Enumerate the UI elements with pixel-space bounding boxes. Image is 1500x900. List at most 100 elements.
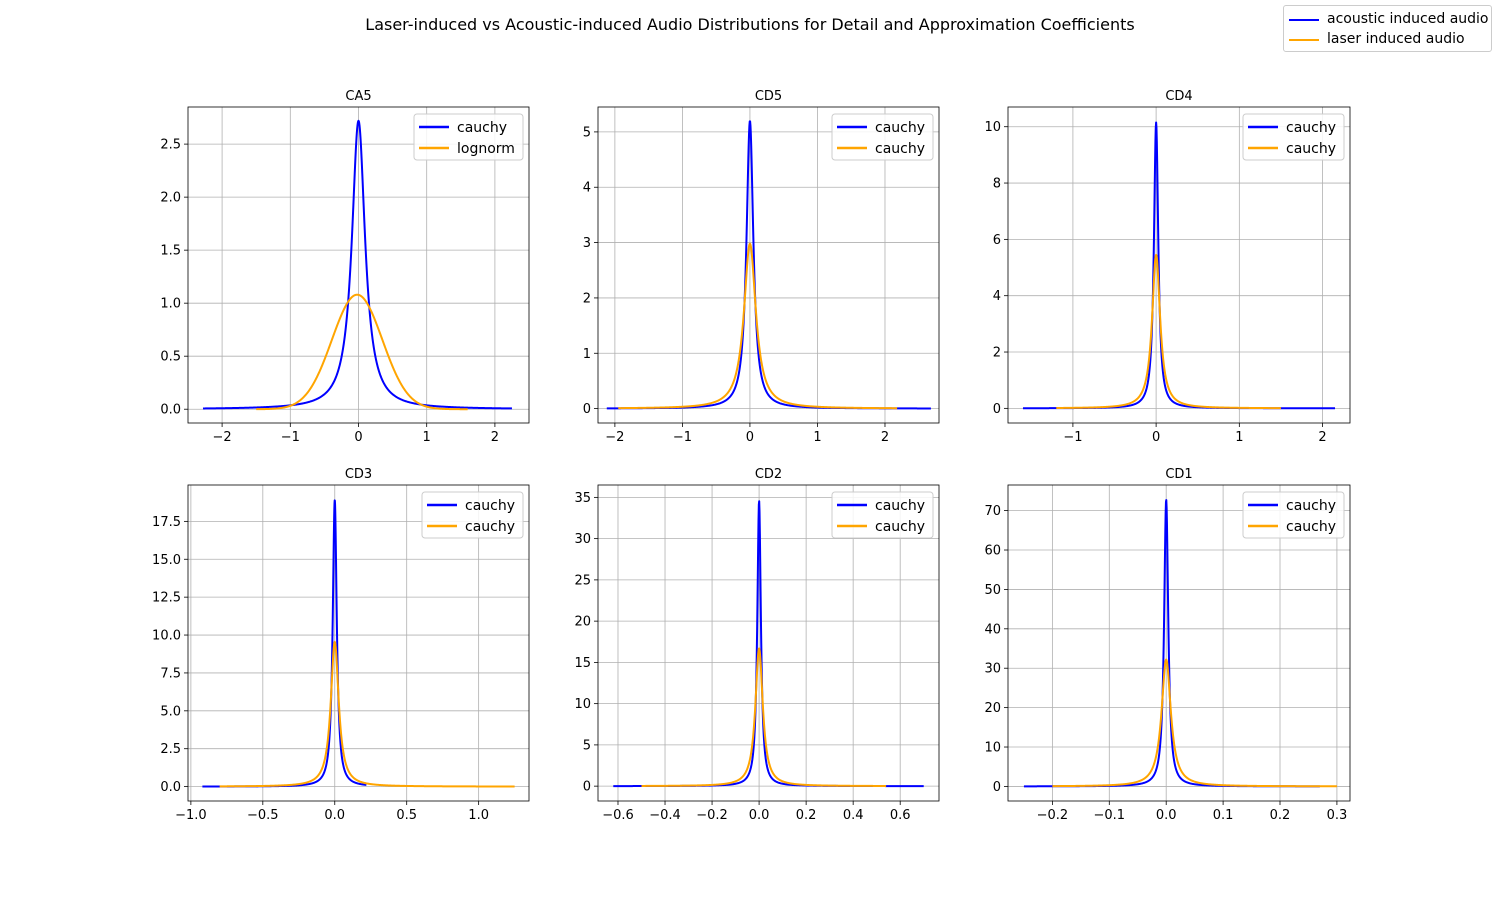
y-tick-label: 35: [574, 491, 591, 506]
y-tick-label: 15.0: [152, 553, 181, 568]
subplot-legend: cauchy cauchy: [421, 491, 524, 539]
x-tick-label: −2: [213, 430, 232, 445]
y-tick-label: 70: [984, 504, 1001, 519]
x-tick-label: 0.0: [324, 808, 345, 823]
x-tick-label: −0.4: [649, 808, 681, 823]
y-tick-label: 15: [574, 656, 591, 671]
x-tick-label: 0: [746, 430, 754, 445]
y-tick-label: 12.5: [152, 591, 181, 606]
y-tick-label: 4: [993, 289, 1001, 304]
subplot-legend: cauchy cauchy: [831, 113, 934, 161]
x-tick-label: −1: [1063, 430, 1082, 445]
x-tick-label: 0.1: [1213, 808, 1234, 823]
legend-label-acoustic: acoustic induced audio: [1327, 11, 1489, 27]
legend-item-laser: laser induced audio: [1284, 30, 1491, 50]
y-tick-label: 0: [993, 780, 1001, 795]
subplot-cd3: −1.0 −0.5 0.0 0.5 1.0 0.0 2.5 5.0 7.5 10.0 12.5 15.…: [152, 467, 530, 823]
y-tick-label: 3: [583, 236, 591, 251]
legend-label: cauchy: [875, 141, 925, 157]
x-tick-label: 0.0: [749, 808, 770, 823]
x-tick-label: 0.6: [890, 808, 911, 823]
y-tick-label: 7.5: [160, 666, 181, 681]
y-tick-label: 60: [984, 544, 1001, 559]
y-tick-label: 1.0: [160, 297, 181, 312]
y-tick-label: 0.5: [160, 350, 181, 365]
x-tick-label: 2: [1318, 430, 1326, 445]
legend-swatch-laser: [1289, 39, 1319, 41]
subplot-title: CD1: [1165, 467, 1192, 482]
subplot-title: CD5: [755, 89, 782, 104]
series-line-laser: [1051, 658, 1338, 788]
y-tick-label: 5.0: [160, 704, 181, 719]
y-tick-label: 17.5: [152, 515, 181, 530]
x-tick-label: 0.0: [1156, 808, 1177, 823]
series-line-acoustic: [202, 119, 513, 410]
legend-label: cauchy: [875, 120, 925, 136]
x-tick-label: 0.2: [1270, 808, 1291, 823]
legend-label: cauchy: [875, 498, 925, 514]
y-tick-label: 2.5: [160, 742, 181, 757]
y-tick-label: 5: [583, 738, 591, 753]
axes-frame: [597, 106, 940, 424]
y-tick-label: 30: [574, 532, 591, 547]
series-line-laser: [617, 242, 898, 410]
y-tick-label: 10: [984, 120, 1001, 135]
series-line-acoustic: [1022, 121, 1336, 410]
subplot-title: CD3: [345, 467, 372, 482]
x-tick-label: −0.1: [1094, 808, 1126, 823]
x-tick-label: −1: [281, 430, 300, 445]
axes-frame: [187, 106, 530, 424]
x-tick-label: −0.2: [696, 808, 728, 823]
x-tick-label: 0.2: [796, 808, 817, 823]
legend-label: cauchy: [1286, 141, 1336, 157]
legend-label-laser: laser induced audio: [1327, 31, 1465, 47]
series-line-acoustic: [612, 500, 925, 788]
y-tick-label: 2: [583, 291, 591, 306]
series-line-acoustic: [1023, 499, 1321, 788]
y-tick-label: 25: [574, 573, 591, 588]
y-tick-label: 2.5: [160, 138, 181, 153]
x-tick-label: 0: [354, 430, 362, 445]
subplot-title: CD2: [755, 467, 782, 482]
figure-legend: acoustic induced audio laser induced aud…: [1283, 5, 1492, 52]
y-tick-label: 1.5: [160, 244, 181, 259]
axes-frame: [187, 484, 530, 802]
y-tick-label: 10.0: [152, 629, 181, 644]
y-tick-label: 40: [984, 622, 1001, 637]
legend-label: cauchy: [465, 519, 515, 535]
subplot-cd2: −0.6 −0.4 −0.2 0.0 0.2 0.4 0.6 0 5 10 15 20 25 30 35 CD…: [574, 467, 940, 823]
y-tick-label: 4: [583, 181, 591, 196]
y-tick-label: 2.0: [160, 191, 181, 206]
y-tick-label: 0: [993, 402, 1001, 417]
x-tick-label: 0.5: [396, 808, 417, 823]
series-line-laser: [1055, 253, 1282, 410]
y-tick-label: 5: [583, 125, 591, 140]
x-tick-label: 2: [491, 430, 499, 445]
subplot-cd1: −0.2 −0.1 0.0 0.1 0.2 0.3 0 10 20 30 40 50 60 70 CD1 ca…: [984, 467, 1351, 823]
y-tick-label: 6: [993, 233, 1001, 248]
y-tick-label: 0.0: [160, 780, 181, 795]
x-tick-label: 2: [881, 430, 889, 445]
x-tick-label: −2: [605, 430, 624, 445]
legend-item-acoustic: acoustic induced audio: [1284, 10, 1491, 30]
x-tick-label: 1: [423, 430, 431, 445]
subplot-legend: cauchy lognorm: [413, 113, 524, 161]
subplot-legend: cauchy cauchy: [831, 491, 934, 539]
axes-frame: [597, 484, 940, 802]
subplot-legend: cauchy cauchy: [1242, 113, 1345, 161]
subplot-cd5: −2 −1 0 1 2 0 1 2 3 4 5 CD5 cauchy cauchy: [583, 89, 940, 445]
y-tick-label: 1: [583, 347, 591, 362]
y-tick-label: 30: [984, 662, 1001, 677]
subplot-legend: cauchy cauchy: [1242, 491, 1345, 539]
legend-label: cauchy: [465, 498, 515, 514]
y-tick-label: 50: [984, 583, 1001, 598]
subplot-cd4: −1 0 1 2 0 2 4 6 8 10 CD4 cauchy cauchy: [984, 89, 1351, 445]
y-tick-label: 0: [583, 402, 591, 417]
x-tick-label: −0.5: [247, 808, 279, 823]
subplot-title: CA5: [345, 89, 371, 104]
legend-label: cauchy: [457, 120, 507, 136]
y-tick-label: 20: [574, 615, 591, 630]
x-tick-label: −0.2: [1037, 808, 1069, 823]
series-line-laser: [218, 640, 516, 788]
y-tick-label: 10: [574, 697, 591, 712]
